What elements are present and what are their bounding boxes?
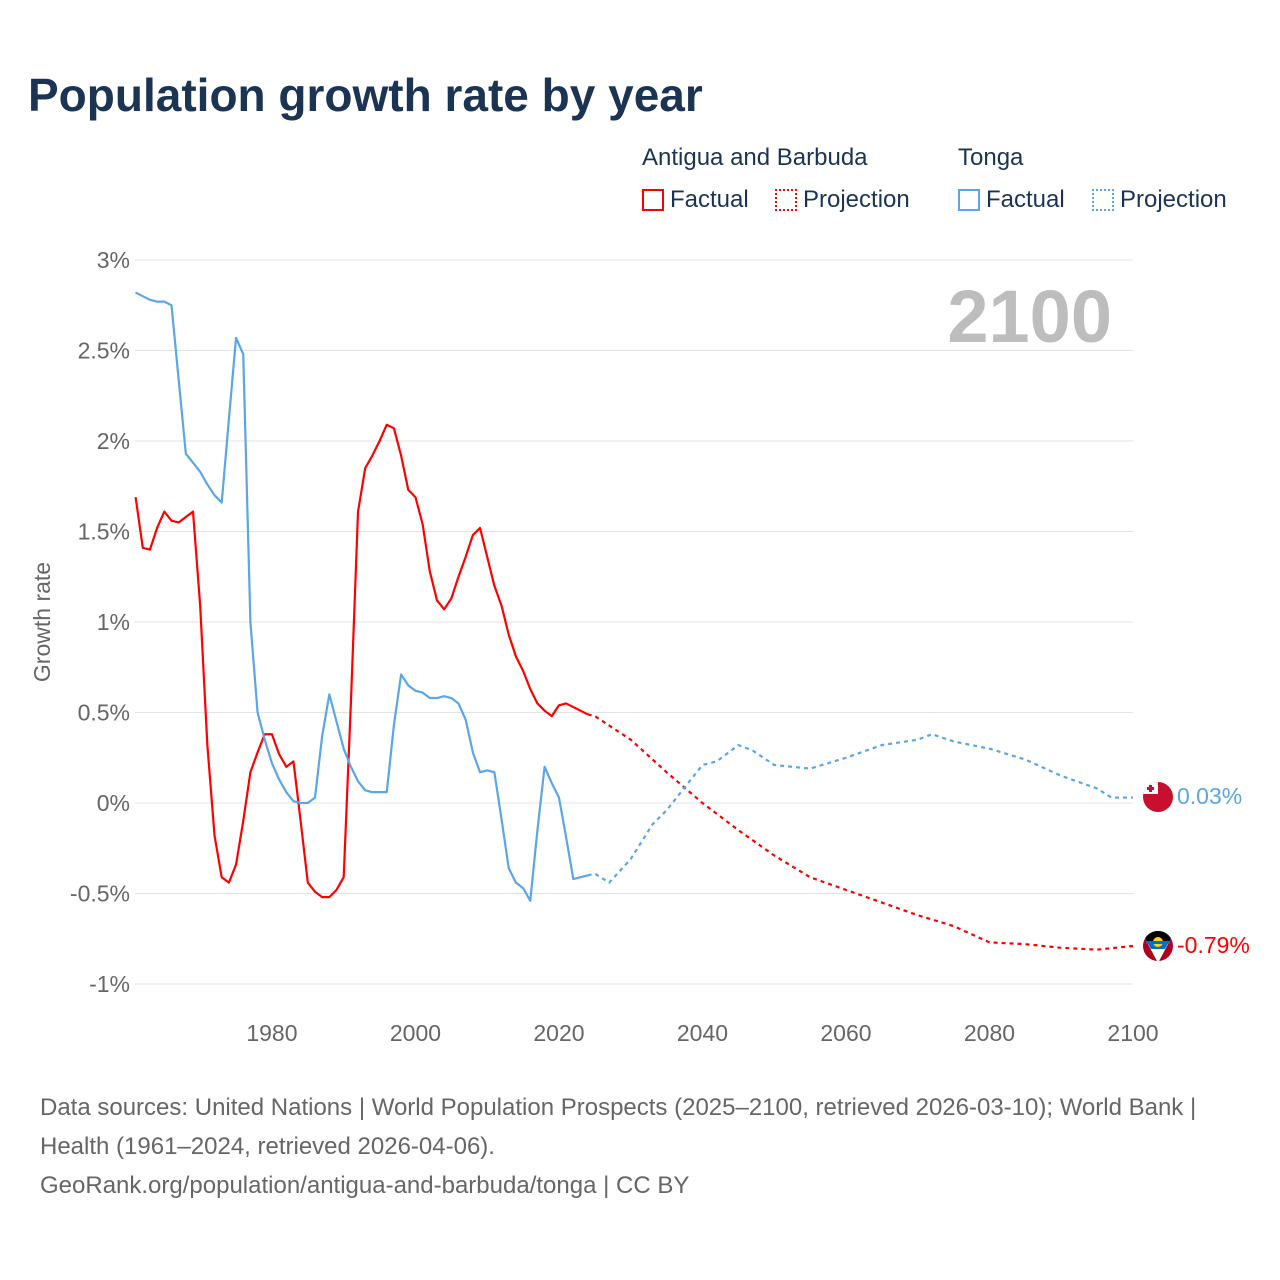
y-tick-label: -0.5% [70,881,130,907]
y-tick-label: 0.5% [78,700,130,726]
x-tick-label: 2020 [533,1020,584,1046]
legend-antigua-factual[interactable]: Factual [642,186,749,214]
x-tick-label: 2060 [820,1020,871,1046]
legend-antigua-projection[interactable]: Projection [775,186,910,214]
tonga-flag-icon [1143,782,1173,812]
series-factual-line-1 [135,291,588,902]
y-tick-label: 3% [97,247,130,273]
data-sources: Data sources: United Nations | World Pop… [40,1094,1197,1160]
page-title: Population growth rate by year [28,69,703,121]
legend-label: Factual [670,186,749,213]
tonga-end-label: 0.03% [1177,783,1242,809]
legend-label: Projection [803,186,910,213]
legend-label: Factual [986,186,1065,213]
y-tick-label: 1.5% [78,519,130,545]
legend-tonga-factual[interactable]: Factual [958,186,1065,214]
y-tick-label: -1% [89,971,130,997]
plot-area: 3% 2.5% 2% 1.5% 1% 0.5% 0% -0.5% -1% 1980 2000 2020… [29,247,1250,1046]
y-tick-label: 0% [97,790,130,816]
legend-group-antigua: Antigua and Barbuda [642,144,868,171]
solid-swatch-icon [642,189,664,211]
y-tick-label: 2% [97,428,130,454]
series-projection-line-1 [587,733,1133,885]
x-tick-label: 2040 [677,1020,728,1046]
x-tick-label: 2080 [964,1020,1015,1046]
y-tick-label: 1% [97,609,130,635]
y-axis-label: Growth rate [29,562,55,682]
dotted-swatch-icon [775,189,797,211]
solid-swatch-icon [958,189,980,211]
antigua-end-label: -0.79% [1177,932,1250,958]
legend-tonga-projection[interactable]: Projection [1092,186,1227,214]
year-label: 2100 [947,275,1112,358]
series-factual-line-0 [134,423,589,899]
footer: Data sources: United Nations | World Pop… [40,1088,1240,1205]
source-link[interactable]: GeoRank.org/population/antigua-and-barbu… [40,1172,690,1199]
x-tick-label: 1980 [246,1020,297,1046]
series-projection-line-0 [587,713,1134,951]
legend-label: Projection [1120,186,1227,213]
x-tick-label: 2100 [1107,1020,1158,1046]
x-tick-label: 2000 [390,1020,441,1046]
y-tick-label: 2.5% [78,338,130,364]
legend-group-tonga: Tonga [958,144,1024,171]
dotted-swatch-icon [1092,189,1114,211]
antigua-flag-icon [1143,931,1173,961]
